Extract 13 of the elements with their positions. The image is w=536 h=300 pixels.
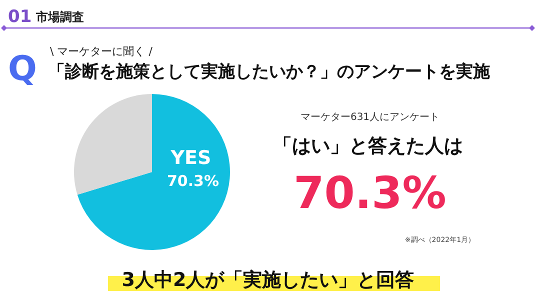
text: Q xyxy=(8,49,37,89)
data-label: 70.3% xyxy=(166,172,220,190)
pie-slice xyxy=(77,94,230,250)
text: 70.3% xyxy=(294,168,446,219)
slice-label: YES xyxy=(170,147,212,169)
pie-slice xyxy=(74,94,152,195)
text: 01 xyxy=(8,7,32,27)
text: 3人中2人が「実施したい」と回答 xyxy=(122,269,414,291)
text: 市場調査 xyxy=(35,10,84,24)
text: マーケター631人にアンケート xyxy=(300,112,440,123)
text: 「はい」と答えた人は xyxy=(273,135,463,157)
text: 「診断を施策として実施したいか？」のアンケートを実施 xyxy=(48,62,491,82)
chart-subtitle: \ マーケターに聞く / xyxy=(50,45,153,58)
